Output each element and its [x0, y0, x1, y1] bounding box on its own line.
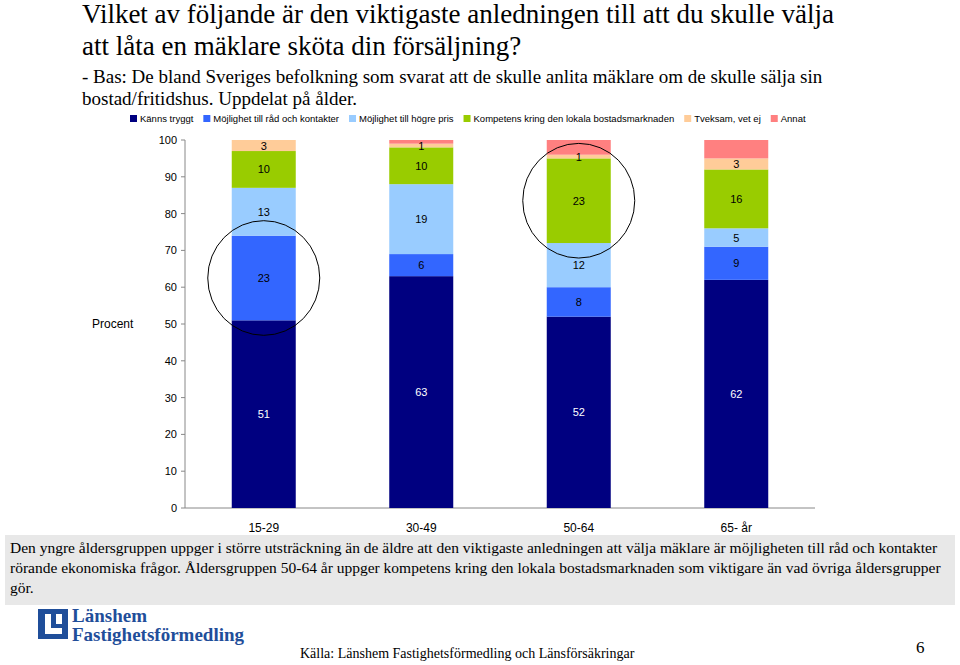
subtitle: - Bas: De bland Sveriges befolkning som …: [82, 66, 887, 110]
data-label: 1: [418, 140, 424, 152]
data-label: 13: [258, 206, 270, 218]
source: Källa: Länshem Fastighetsförmedling och …: [300, 646, 634, 662]
legend-label: Annat: [781, 113, 806, 124]
bar-segment: [704, 140, 768, 158]
data-label: 52: [573, 406, 585, 418]
logo-text: Fastighetsförmedling: [72, 625, 244, 644]
data-label: 62: [730, 388, 742, 400]
data-label: 19: [415, 213, 427, 225]
highlight-ring: [208, 221, 320, 336]
data-label: 63: [415, 386, 427, 398]
legend-swatch: [203, 115, 210, 122]
bar-segment: [389, 147, 453, 184]
y-tick-label: 70: [165, 244, 177, 256]
x-tick-label: 50-64: [563, 521, 594, 535]
page-number: 6: [916, 638, 925, 658]
bar-segment: [547, 158, 611, 243]
y-tick-label: 20: [165, 428, 177, 440]
y-tick-label: 50: [165, 318, 177, 330]
y-tick-label: 40: [165, 355, 177, 367]
logo: LänshemFastighetsförmedling: [72, 606, 244, 644]
title: Vilket av följande är den viktigaste anl…: [82, 0, 842, 62]
bar-segment: [232, 188, 296, 236]
bar-segment: [232, 236, 296, 321]
data-label: 10: [415, 160, 427, 172]
y-tick-label: 10: [165, 465, 177, 477]
data-labels: 51635262236891319125101023163113: [258, 140, 743, 421]
y-tick: [181, 471, 185, 472]
y-axis-label: Procent: [92, 317, 134, 331]
bar-segment: [547, 317, 611, 508]
y-tick-label: 100: [159, 134, 177, 146]
data-label: 1: [576, 151, 582, 163]
data-label: 9: [733, 257, 739, 269]
y-tick: [181, 360, 185, 361]
legend-label: Känns tryggt: [140, 113, 194, 124]
bar-segment: [232, 140, 296, 151]
legend-swatch: [130, 115, 137, 122]
bar-segment: [547, 243, 611, 287]
y-tick-label: 0: [171, 502, 177, 514]
y-tick: [181, 140, 185, 141]
x-tick-label: 15-29: [248, 521, 279, 535]
data-label: 51: [258, 408, 270, 420]
data-label: 3: [261, 140, 267, 152]
legend-swatch: [684, 115, 691, 122]
data-label: 23: [573, 195, 585, 207]
bar-segment: [704, 158, 768, 169]
y-tick-label: 90: [165, 171, 177, 183]
legend-swatch: [464, 115, 471, 122]
y-tick: [181, 434, 185, 435]
legend-label: Möjlighet till råd och kontakter: [213, 113, 339, 124]
x-tick-label: 65- år: [721, 521, 752, 535]
note: Den yngre åldersgruppen uppger i större …: [5, 535, 955, 605]
y-tick: [181, 176, 185, 177]
data-label: 10: [258, 163, 270, 175]
y-tick-label: 80: [165, 208, 177, 220]
data-label: 5: [733, 232, 739, 244]
legend: Känns tryggt Möjlighet till råd och konta…: [130, 113, 806, 124]
legend-label: Möjlighet till högre pris: [359, 113, 454, 124]
data-label: 12: [573, 259, 585, 271]
logo-icon: [38, 609, 68, 639]
bar-segment: [704, 228, 768, 246]
bar-segment: [232, 320, 296, 508]
y-tick: [181, 508, 185, 509]
legend-label: Kompetens kring den lokala bostadsmarkna…: [474, 113, 675, 124]
data-label: 8: [576, 296, 582, 308]
bar-segment: [704, 247, 768, 280]
legend-swatch: [771, 115, 778, 122]
y-tick: [181, 250, 185, 251]
y-tick: [181, 397, 185, 398]
bars: [232, 140, 769, 508]
data-label: 23: [258, 272, 270, 284]
y-tick-label: 30: [165, 392, 177, 404]
y-tick: [181, 287, 185, 288]
bar-segment: [389, 184, 453, 254]
highlight-ring: [523, 143, 635, 258]
data-label: 3: [733, 158, 739, 170]
data-label: 6: [418, 259, 424, 271]
bar-segment: [704, 280, 768, 508]
legend-label: Tveksam, vet ej: [694, 113, 761, 124]
y-tick: [181, 213, 185, 214]
y-tick: [181, 324, 185, 325]
legend-swatch: [349, 115, 356, 122]
logo-text: Länshem: [72, 606, 244, 625]
bar-segment: [389, 254, 453, 276]
x-tick-label: 30-49: [406, 521, 437, 535]
bar-segment: [547, 287, 611, 316]
bar-segment: [232, 151, 296, 188]
data-label: 16: [730, 193, 742, 205]
y-tick-label: 60: [165, 281, 177, 293]
bar-segment: [704, 169, 768, 228]
bar-segment: [389, 276, 453, 508]
